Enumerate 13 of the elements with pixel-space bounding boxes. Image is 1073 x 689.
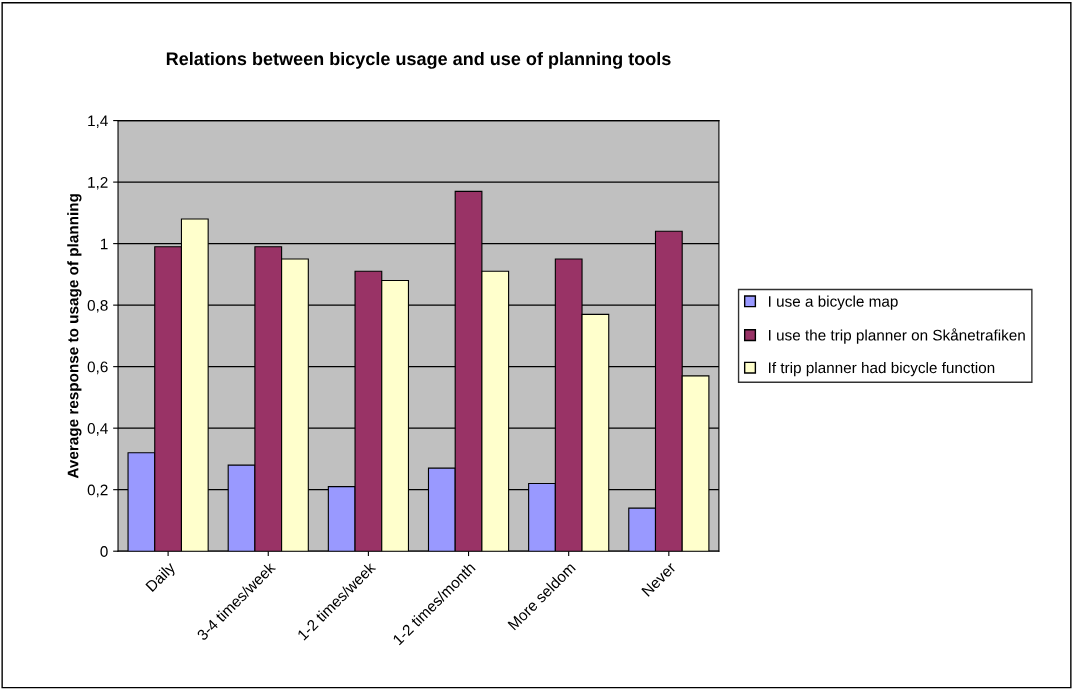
- y-tick-label: 1: [100, 238, 108, 250]
- y-tick-label: 1,2: [88, 176, 108, 190]
- legend-label: I use a bicycle map: [769, 295, 898, 310]
- y-tick-label: 0,4: [87, 423, 108, 436]
- y-tick-label: 1,4: [88, 115, 108, 129]
- y-axis-title: Average response to usage of planning: [67, 194, 82, 479]
- legend-label: If trip planner had bicycle function: [769, 361, 995, 377]
- y-tick-label: 0,6: [87, 361, 108, 375]
- y-tick-label: 0,8: [87, 300, 108, 313]
- chart-title: Relations between bicycle usage and use of planning tools: [166, 51, 671, 69]
- y-tick-label: 0,2: [87, 484, 108, 498]
- y-tick-label: 0: [100, 546, 108, 557]
- legend-label: I use the trip planner on Skånetrafiken: [769, 328, 1025, 344]
